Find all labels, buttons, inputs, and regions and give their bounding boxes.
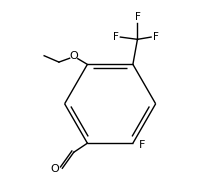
Text: O: O — [69, 51, 78, 61]
Text: F: F — [153, 32, 159, 42]
Text: F: F — [135, 12, 140, 22]
Text: F: F — [139, 140, 145, 150]
Text: F: F — [113, 32, 119, 42]
Text: O: O — [51, 164, 60, 174]
